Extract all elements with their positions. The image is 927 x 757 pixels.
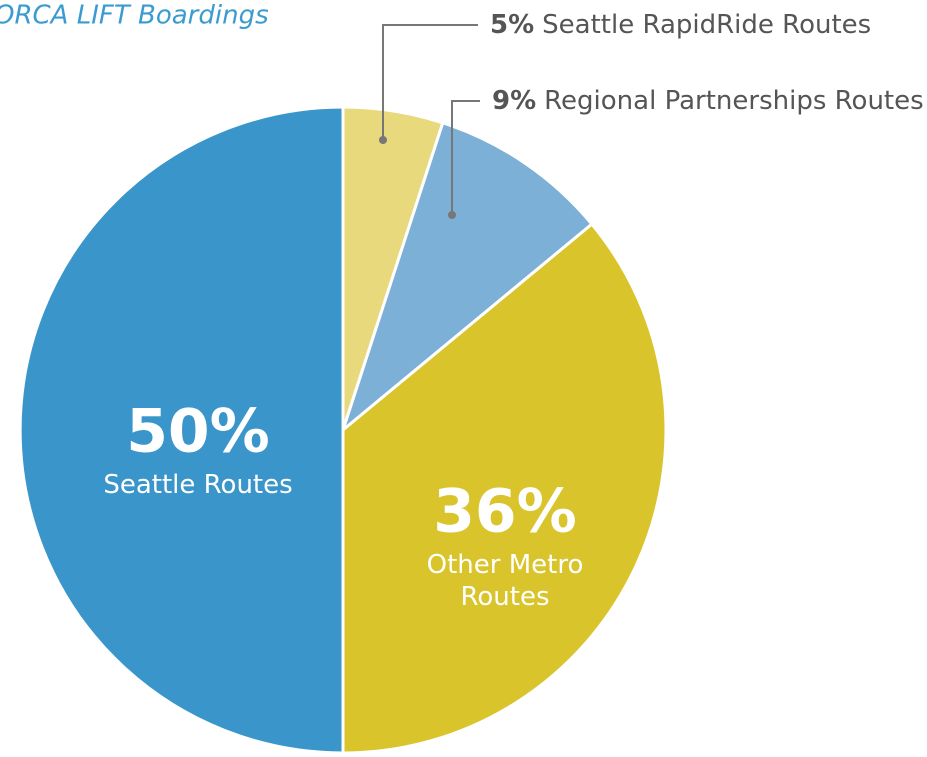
- leader-line: [382, 24, 478, 140]
- pie-slice: [341, 221, 668, 755]
- chart-title: ORCA LIFT Boardings: [0, 1, 269, 31]
- slice-label: 5% Seattle RapidRide Routes: [490, 10, 871, 40]
- leader-dot: [379, 136, 387, 144]
- leader-line: [451, 100, 480, 215]
- value-label: 5%: [490, 10, 534, 40]
- pie-slice: [339, 120, 594, 435]
- pie-slice: [18, 105, 345, 755]
- category-label: Seattle Routes: [103, 470, 292, 500]
- category-label: Regional Partnerships Routes: [544, 86, 924, 116]
- category-label: Other Metro Routes: [427, 550, 584, 612]
- slice-label: 9% Regional Partnerships Routes: [492, 86, 924, 116]
- value-label: 50%: [126, 397, 270, 467]
- leader-dot: [448, 211, 456, 219]
- value-label: 9%: [492, 86, 536, 116]
- category-label: Seattle RapidRide Routes: [542, 10, 871, 40]
- value-label: 36%: [433, 477, 577, 547]
